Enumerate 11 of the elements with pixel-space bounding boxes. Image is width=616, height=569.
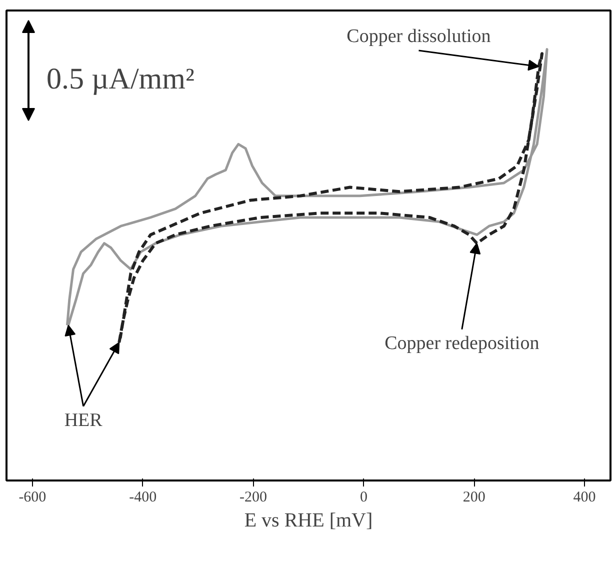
annotation: Copper redeposition bbox=[384, 332, 540, 354]
x-tick-label: -200 bbox=[240, 490, 268, 506]
annotation: Copper dissolution bbox=[346, 26, 492, 48]
x-tick-label: 0 bbox=[360, 490, 368, 506]
x-tick-label: 200 bbox=[462, 490, 486, 506]
x-tick-label: -600 bbox=[18, 490, 46, 506]
annotation: 0.5 µA/mm² bbox=[46, 62, 194, 96]
x-axis-title: E vs RHE [mV] bbox=[244, 510, 373, 532]
x-tick-label: -400 bbox=[129, 490, 157, 506]
annotation: HER bbox=[64, 410, 103, 431]
x-tick-label: 400 bbox=[573, 490, 596, 506]
